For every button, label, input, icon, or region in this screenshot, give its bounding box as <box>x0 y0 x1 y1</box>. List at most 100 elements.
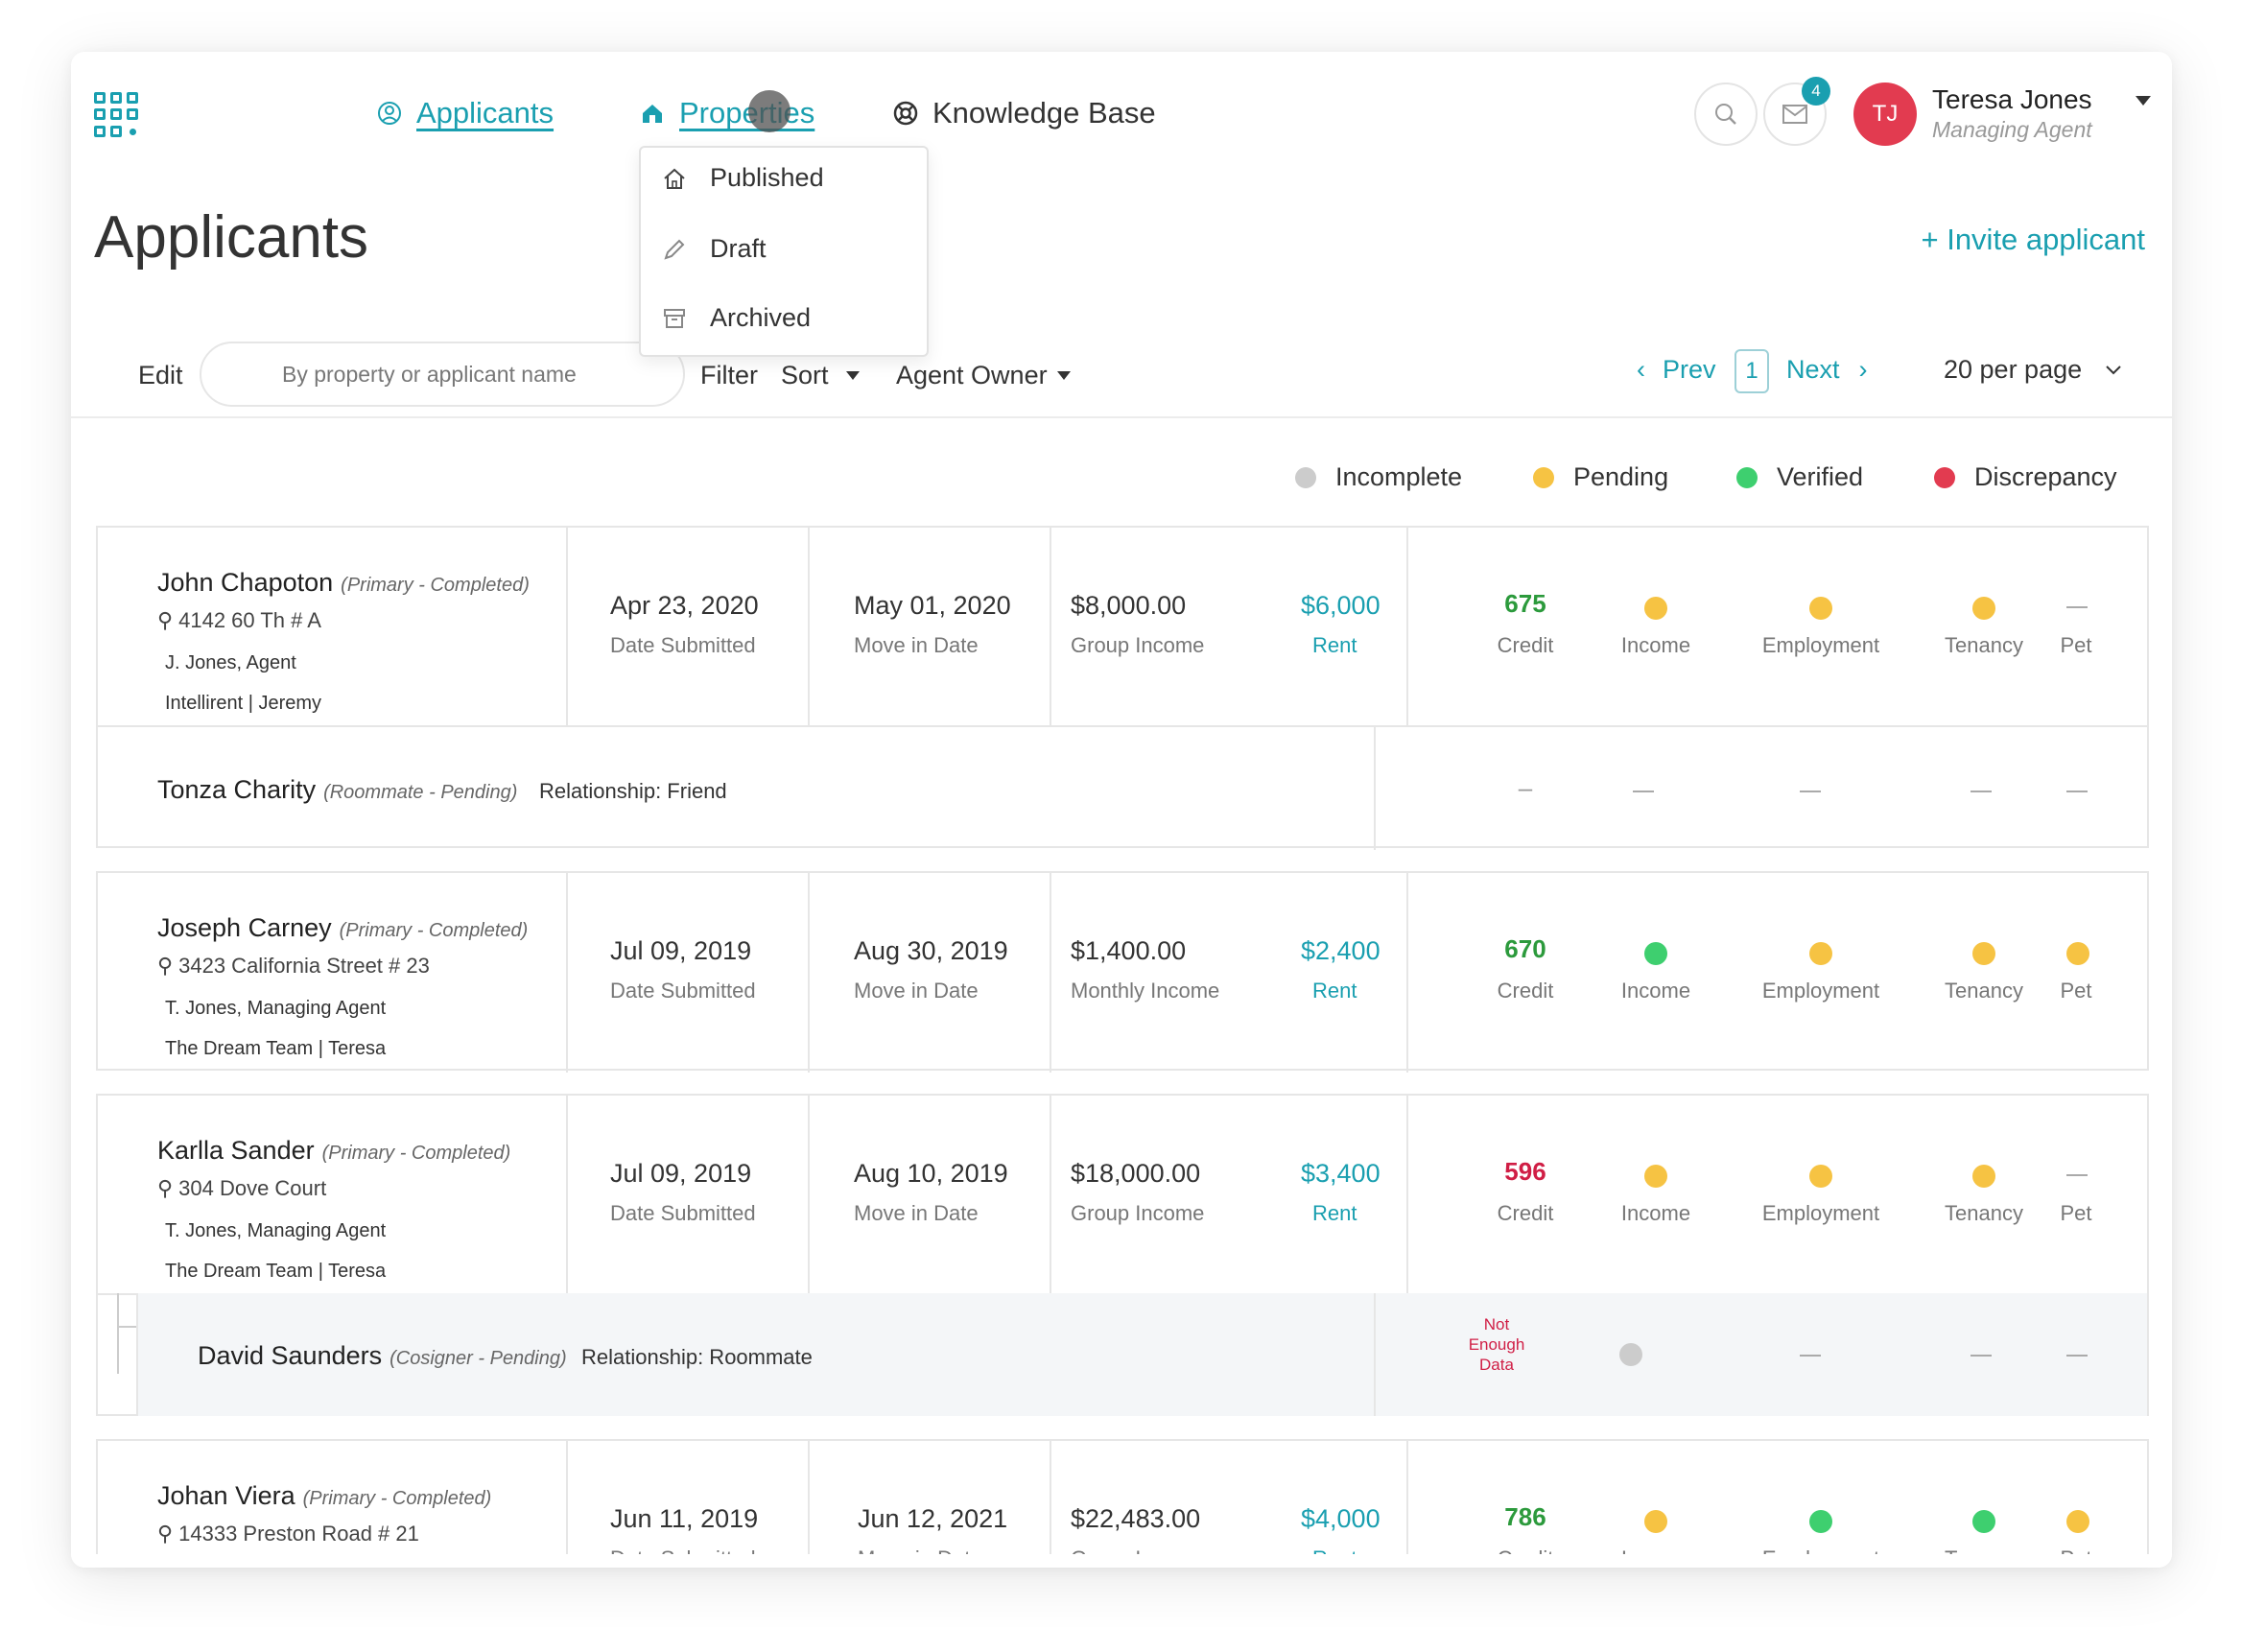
search-button[interactable] <box>1694 83 1758 146</box>
discrepancy-dot-icon <box>1934 466 1955 488</box>
nav-knowledge-base-label: Knowledge Base <box>932 96 1156 130</box>
income-label: Income <box>1620 633 1691 657</box>
tenancy-label: Tenancy <box>1945 979 2023 1003</box>
employment-status-dot <box>1809 942 1832 965</box>
user-name[interactable]: Teresa Jones <box>1932 84 2092 114</box>
applicant-address: ⚲ 4142 60 Th # A <box>157 608 321 632</box>
income-value: $8,000.00 <box>1071 591 1187 620</box>
applicant-name[interactable]: John Chapoton (Primary - Completed) <box>157 568 530 597</box>
applicant-card[interactable]: John Chapoton (Primary - Completed) ⚲ 4142… <box>96 526 2149 850</box>
messages-button[interactable]: 4 <box>1763 77 1830 146</box>
home-outline-icon <box>664 168 685 189</box>
next-page-button[interactable]: Next › <box>1786 355 1868 385</box>
credit-label: Credit <box>1497 979 1554 1003</box>
pet-status-dot <box>2066 942 2089 965</box>
income-type-label: Group Income <box>1071 1201 1205 1225</box>
avatar[interactable]: TJ <box>1853 83 1917 146</box>
page-title: Applicants <box>94 204 369 271</box>
user-menu-caret-icon[interactable] <box>2136 96 2151 106</box>
income-type-label: Group Income <box>1071 633 1205 657</box>
notification-badge: 4 <box>1802 77 1830 106</box>
pet-status-dash <box>2066 1174 2088 1176</box>
nav-properties[interactable]: Properties <box>639 96 814 130</box>
sub-tenancy-dash <box>1971 1355 1992 1357</box>
rent-label: Rent <box>1312 633 1357 657</box>
applicant-card[interactable]: Joseph Carney (Primary - Completed) ⚲ 3423… <box>96 871 2149 1073</box>
date-submitted-label: Date Submitted <box>610 979 756 1003</box>
legend-discrepancy: Discrepancy <box>1934 462 2117 492</box>
income-status-dot <box>1644 1165 1667 1188</box>
map-pin-icon: ⚲ <box>157 954 174 978</box>
income-status-dot <box>1644 942 1667 965</box>
chevron-down-icon <box>2106 365 2121 374</box>
menu-item-published-label: Published <box>710 163 824 192</box>
applicant-agent: T. Jones, Managing Agent <box>165 1220 387 1241</box>
invite-applicant-button[interactable]: + Invite applicant <box>1921 223 2145 256</box>
search-input[interactable]: By property or applicant name <box>200 342 685 407</box>
agent-owner-dropdown[interactable]: Agent Owner <box>896 361 1071 390</box>
applicant-team: The Dream Team | Teresa <box>165 1038 387 1059</box>
incomplete-dot-icon <box>1295 466 1316 488</box>
menu-item-draft[interactable]: Draft <box>662 234 767 264</box>
chevron-right-icon: › <box>1858 355 1868 384</box>
prev-page-button[interactable]: ‹ Prev <box>1637 355 1716 385</box>
rent-value: $3,400 <box>1301 1159 1381 1188</box>
applicant-card[interactable]: Karlla Sander (Primary - Completed) ⚲ 304 … <box>96 1094 2149 1416</box>
move-in-date: Aug 30, 2019 <box>854 936 1008 965</box>
employment-label: Employment <box>1761 979 1880 1003</box>
lifebuoy-icon <box>893 101 918 126</box>
pending-dot-icon <box>1533 466 1554 488</box>
agent-owner-label: Agent Owner <box>896 361 1048 389</box>
applicant-name[interactable]: Johan Viera (Primary - Completed) <box>157 1481 492 1510</box>
credit-score: 596 <box>1504 1157 1546 1186</box>
menu-item-published[interactable]: Published <box>662 163 824 193</box>
tenancy-status-dot <box>1972 1165 1995 1188</box>
sub-employment-dash <box>1800 791 1821 792</box>
pet-status-dot <box>2066 1510 2089 1533</box>
credit-score: 675 <box>1504 589 1546 618</box>
applicant-name[interactable]: Karlla Sander (Primary - Completed) <box>157 1136 511 1165</box>
sub-pet-dash <box>2066 1355 2088 1357</box>
chevron-left-icon: ‹ <box>1637 355 1645 384</box>
per-page-select[interactable]: 20 per page <box>1944 355 2122 385</box>
applicant-card[interactable]: Johan Viera (Primary - Completed) ⚲ 14333 … <box>96 1439 2149 1568</box>
date-submitted: Jun 11, 2019 <box>610 1504 759 1533</box>
rent-value: $4,000 <box>1301 1504 1381 1533</box>
rent-value: $6,000 <box>1301 591 1381 620</box>
mail-icon <box>1782 105 1807 124</box>
sub-applicant-name[interactable]: Tonza Charity (Roommate - Pending) <box>157 775 518 804</box>
agent-owner-caret-icon <box>1056 371 1071 380</box>
tree-connector <box>117 1293 119 1374</box>
next-label: Next <box>1786 355 1840 384</box>
pet-label: Pet <box>2060 1201 2092 1225</box>
move-in-date: May 01, 2020 <box>854 591 1011 620</box>
credit-score: 670 <box>1504 934 1546 963</box>
nav-applicants[interactable]: Applicants <box>376 96 554 130</box>
move-in-label: Move in Date <box>854 633 979 657</box>
edit-button[interactable]: Edit <box>138 361 183 389</box>
legend-discrepancy-label: Discrepancy <box>1974 462 2117 491</box>
nav-properties-label: Properties <box>679 96 815 130</box>
tenancy-status-dot <box>1972 597 1995 620</box>
user-circle-icon <box>378 102 401 125</box>
applicant-name[interactable]: Joseph Carney (Primary - Completed) <box>157 913 529 942</box>
sort-button[interactable]: Sort <box>781 361 860 390</box>
sub-employment-dash <box>1800 1355 1821 1357</box>
map-pin-icon: ⚲ <box>157 1176 174 1200</box>
employment-status-dot <box>1809 1510 1832 1533</box>
app-logo-icon[interactable] <box>94 92 140 138</box>
menu-item-archived[interactable]: Archived <box>662 303 811 333</box>
income-value: $18,000.00 <box>1071 1159 1201 1188</box>
nav-knowledge-base[interactable]: Knowledge Base <box>892 96 1156 130</box>
legend-incomplete-label: Incomplete <box>1335 462 1463 491</box>
employment-label: Employment <box>1761 1201 1880 1225</box>
move-in-date: Jun 12, 2021 <box>858 1504 1008 1533</box>
not-enough-data: Not Enough Data <box>1468 1315 1525 1374</box>
current-page[interactable]: 1 <box>1735 349 1769 393</box>
rent-value: $2,400 <box>1301 936 1381 965</box>
sub-applicant-name[interactable]: David Saunders (Cosigner - Pending) <box>198 1341 567 1370</box>
income-type-label: Monthly Income <box>1071 979 1220 1003</box>
pencil-icon <box>664 239 685 260</box>
prev-label: Prev <box>1663 355 1716 384</box>
filter-button[interactable]: Filter <box>700 361 758 390</box>
